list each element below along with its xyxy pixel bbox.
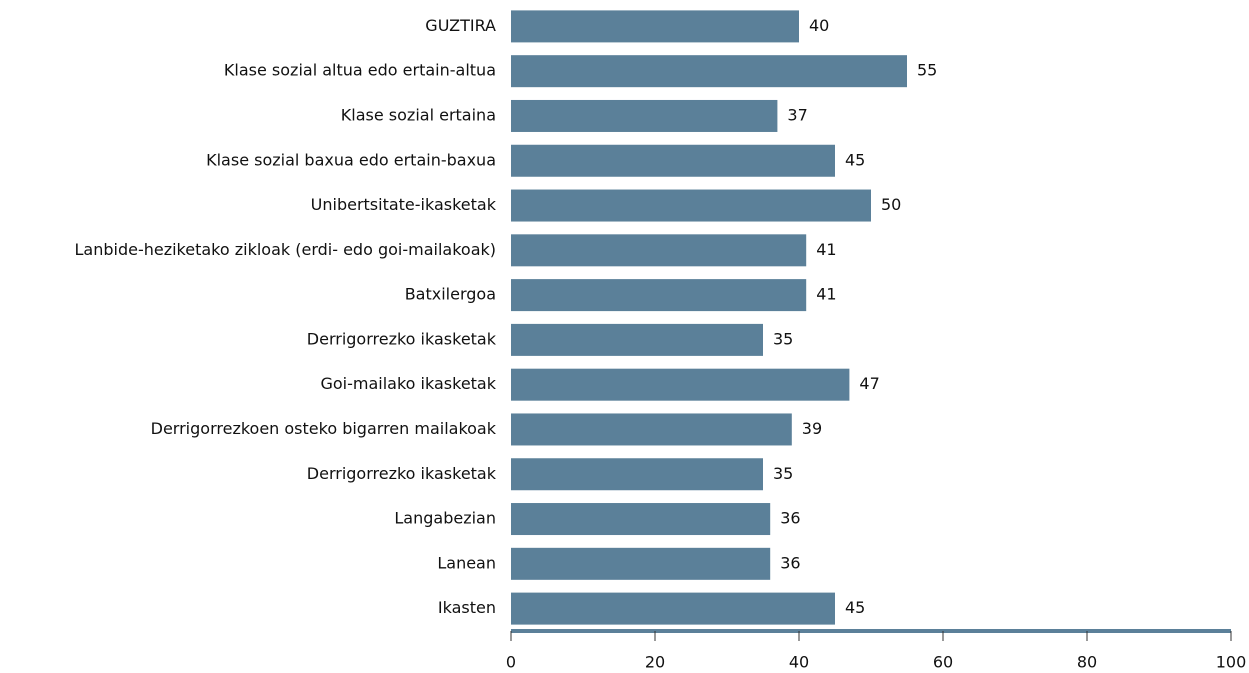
y-tick-label: Goi-mailako ikasketak — [320, 374, 496, 393]
bar — [511, 592, 835, 625]
bar — [511, 279, 807, 312]
y-tick-label: Derrigorrezko ikasketak — [307, 464, 497, 483]
y-tick-label: Lanean — [437, 553, 496, 572]
x-tick-label: 60 — [933, 653, 953, 672]
bar — [511, 234, 807, 267]
y-tick-label: Derrigorrezkoen osteko bigarren mailakoa… — [151, 419, 497, 438]
x-tick-label: 80 — [1077, 653, 1097, 672]
y-tick-label: Ikasten — [438, 598, 496, 617]
value-label: 35 — [773, 464, 793, 483]
y-tick-label: Klase sozial ertaina — [341, 105, 496, 124]
x-tick-label: 100 — [1216, 653, 1247, 672]
value-label: 36 — [780, 509, 800, 528]
value-label: 39 — [802, 419, 822, 438]
bar — [511, 413, 792, 446]
value-label: 41 — [816, 285, 836, 304]
value-label: 40 — [809, 16, 829, 35]
value-label: 35 — [773, 329, 793, 348]
y-tick-label: Lanbide-heziketako zikloak (erdi- edo go… — [74, 240, 496, 259]
value-label: 36 — [780, 553, 800, 572]
bar — [511, 458, 763, 491]
y-tick-label: GUZTIRA — [425, 16, 496, 35]
bar — [511, 144, 835, 177]
value-label: 45 — [845, 150, 865, 169]
bar — [511, 55, 907, 88]
value-label: 37 — [787, 105, 807, 124]
y-tick-label: Derrigorrezko ikasketak — [307, 329, 497, 348]
bar — [511, 368, 850, 401]
bar — [511, 547, 771, 580]
bar — [511, 10, 799, 43]
x-tick-label: 20 — [645, 653, 665, 672]
y-tick-label: Batxilergoa — [405, 285, 496, 304]
value-label: 47 — [859, 374, 879, 393]
x-tick-label: 0 — [506, 653, 516, 672]
y-tick-label: Langabezian — [394, 509, 496, 528]
value-label: 50 — [881, 195, 901, 214]
y-tick-label: Klase sozial baxua edo ertain-baxua — [206, 150, 496, 169]
y-tick-label: Unibertsitate-ikasketak — [311, 195, 497, 214]
bar — [511, 99, 778, 132]
bar — [511, 323, 763, 356]
value-label: 45 — [845, 598, 865, 617]
y-tick-label: Klase sozial altua edo ertain-altua — [224, 61, 496, 80]
value-label: 55 — [917, 61, 937, 80]
value-label: 41 — [816, 240, 836, 259]
bar — [511, 503, 771, 536]
x-tick-label: 40 — [789, 653, 809, 672]
bar — [511, 189, 871, 222]
